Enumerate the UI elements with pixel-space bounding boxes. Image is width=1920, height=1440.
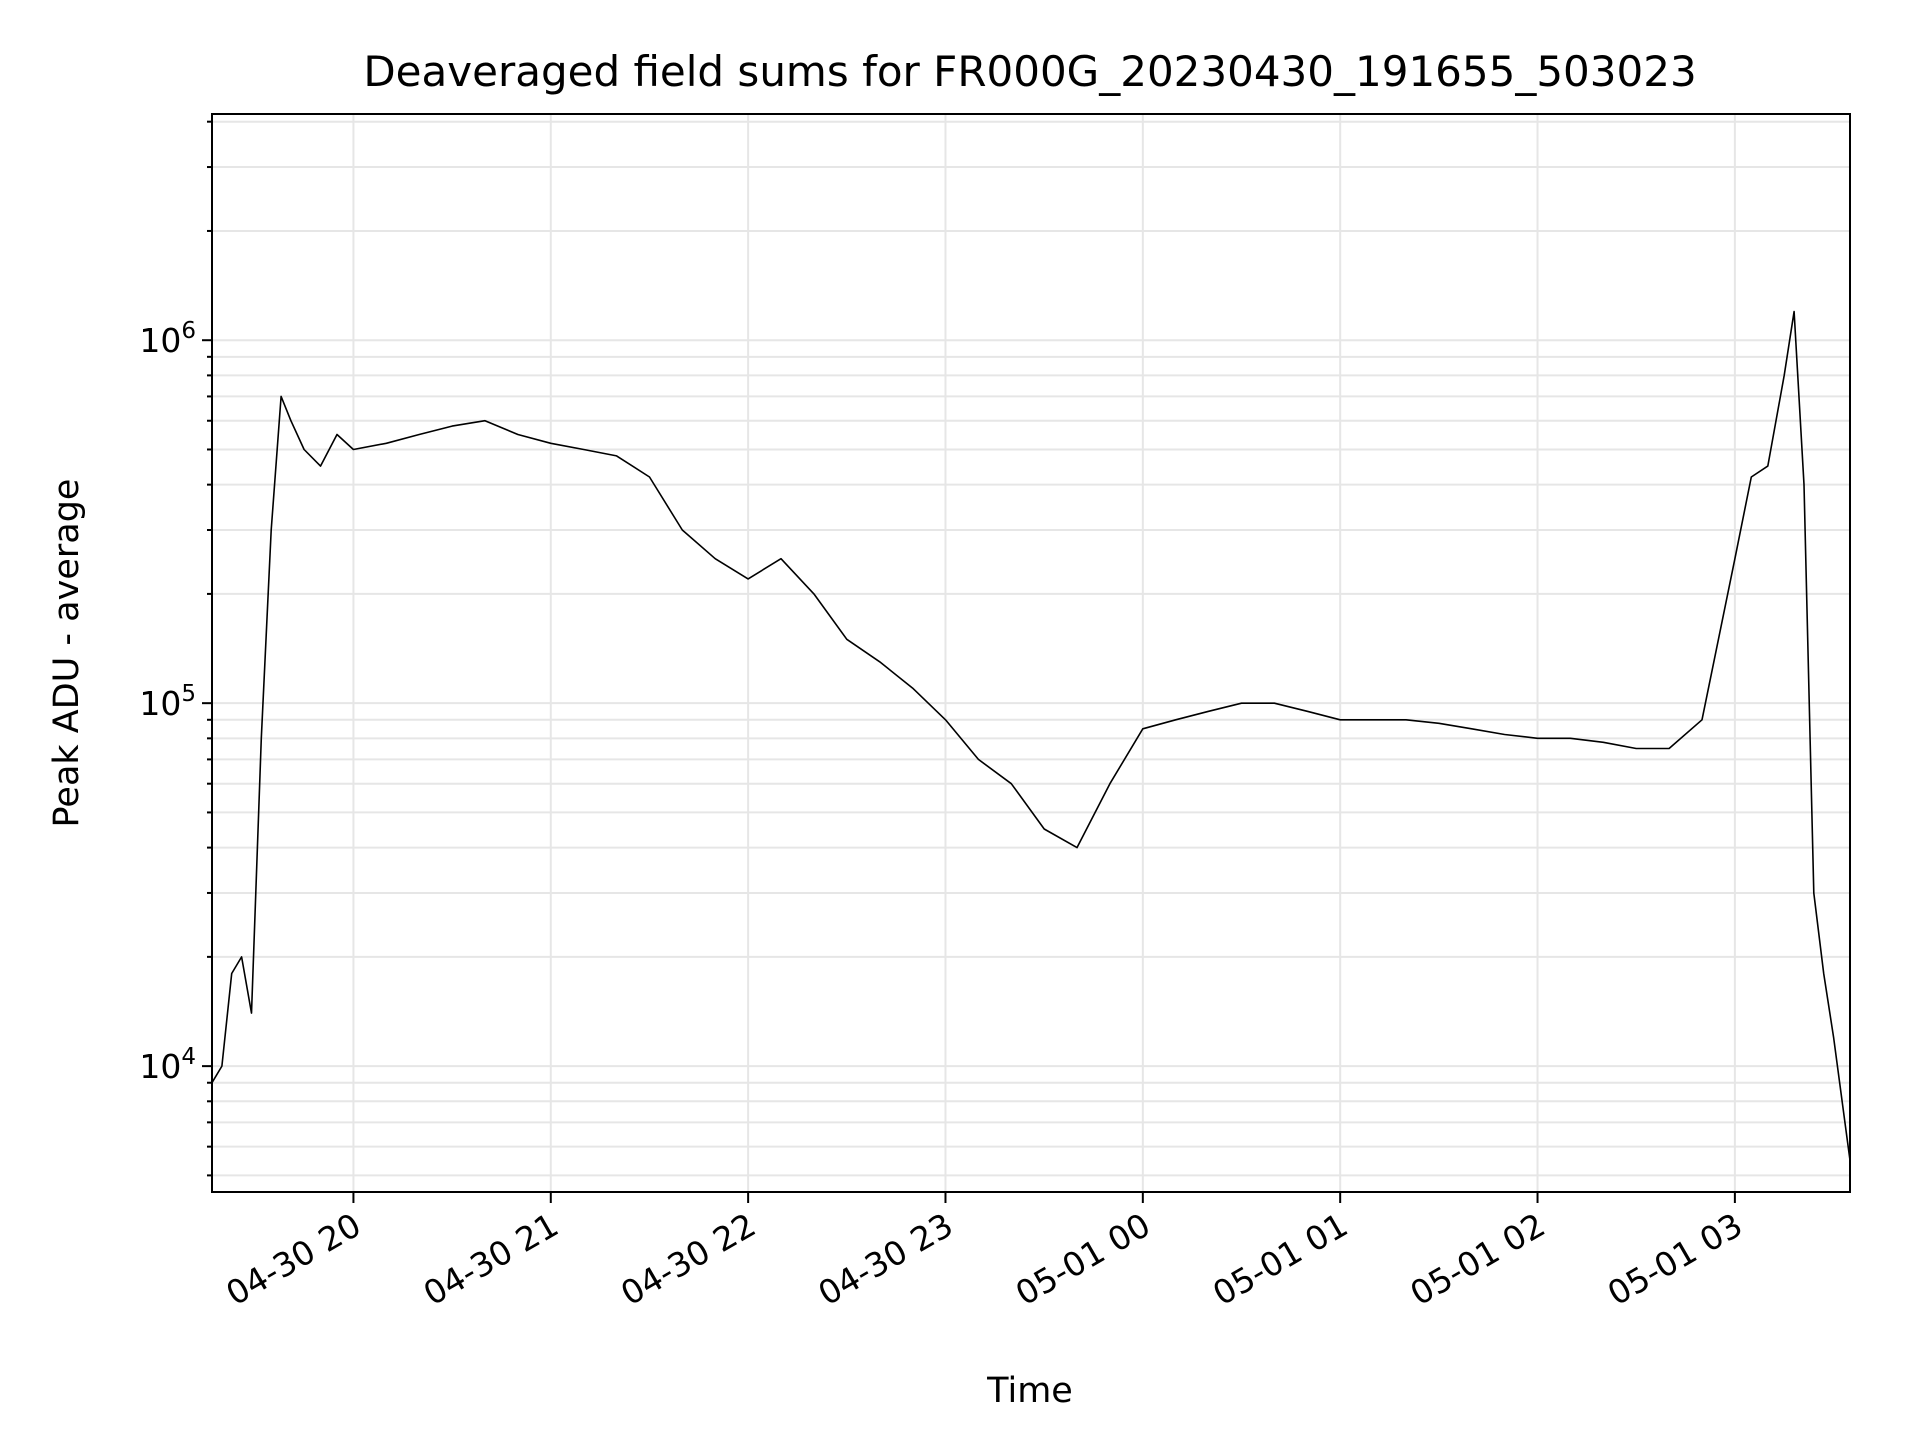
chart-title: Deaveraged field sums for FR000G_2023043…	[363, 47, 1696, 96]
y-tick-label: 104	[139, 1044, 196, 1086]
y-tick-label: 106	[139, 318, 196, 360]
y-tick-label: 105	[139, 681, 196, 723]
series-line	[211, 310, 1851, 1161]
x-axis-title: Time	[986, 1371, 1073, 1411]
plot-frame	[211, 113, 1851, 1193]
y-axis-title: Peak ADU - average	[47, 479, 87, 828]
series-layer	[211, 310, 1851, 1161]
grid	[212, 114, 1850, 1192]
